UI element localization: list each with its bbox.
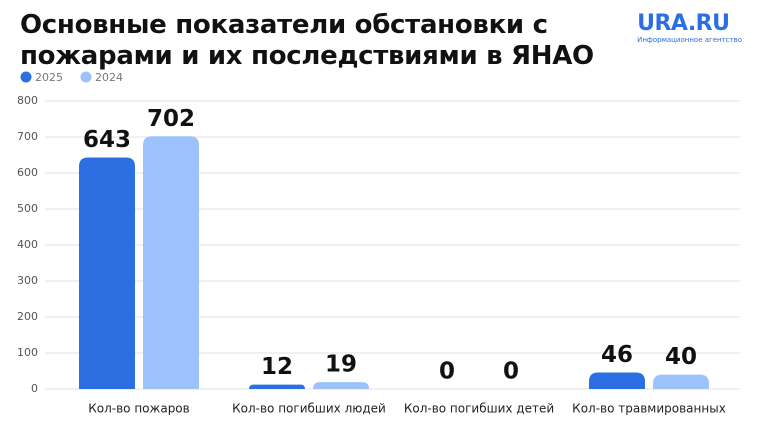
y-tick-label: 700 <box>17 130 38 143</box>
value-label: 0 <box>439 359 455 385</box>
x-tick-label: Кол-во погибших детей <box>404 402 554 416</box>
legend-label: 2025 <box>35 71 63 84</box>
y-tick-label: 400 <box>17 238 38 251</box>
y-tick-label: 300 <box>17 274 38 287</box>
logo-subtitle: Информационное агентство <box>637 36 742 44</box>
legend-marker <box>20 71 32 83</box>
bar <box>249 384 305 389</box>
y-tick-label: 800 <box>17 94 38 107</box>
value-label: 19 <box>325 352 357 378</box>
bar <box>143 136 199 389</box>
value-label: 12 <box>261 354 293 380</box>
value-label: 643 <box>83 127 131 153</box>
legend-label: 2024 <box>95 71 123 84</box>
y-tick-label: 100 <box>17 346 38 359</box>
y-tick-label: 200 <box>17 310 38 323</box>
chart-title: Основные показатели обстановки с пожарам… <box>20 10 594 71</box>
y-tick-label: 600 <box>17 166 38 179</box>
legend-marker <box>80 71 92 83</box>
x-tick-label: Кол-во травмированных <box>572 402 726 416</box>
value-label: 702 <box>147 106 195 132</box>
x-tick-label: Кол-во пожаров <box>88 402 189 416</box>
x-tick-label: Кол-во погибших людей <box>232 402 386 416</box>
bar <box>589 372 645 389</box>
bar <box>313 382 369 389</box>
y-tick-label: 0 <box>31 382 38 395</box>
bar <box>653 374 709 389</box>
value-label: 40 <box>665 344 697 370</box>
value-label: 46 <box>601 342 633 368</box>
logo: URA.RU Информационное агентство <box>637 12 742 45</box>
y-tick-label: 500 <box>17 202 38 215</box>
logo-text: URA.RU <box>637 11 730 36</box>
value-label: 0 <box>503 359 519 385</box>
bar <box>79 157 135 389</box>
